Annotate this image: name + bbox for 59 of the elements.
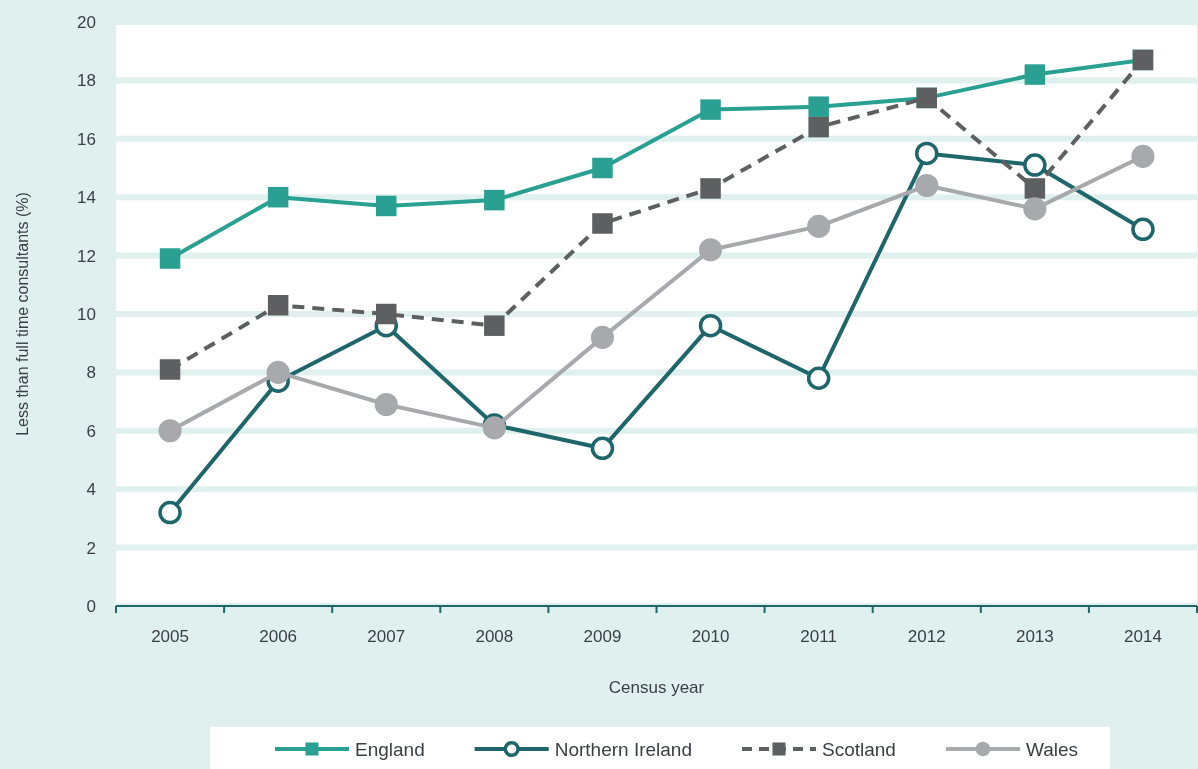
point [266,360,290,384]
x-tick-label: 2006 [259,626,298,646]
point [1024,64,1046,85]
point [592,157,613,179]
x-tick-label: 2008 [475,626,514,646]
x-tick-label: 2010 [691,626,730,646]
point [158,419,182,443]
point [374,392,398,417]
point [698,313,723,338]
y-tick-label: 20 [77,12,96,32]
y-tick-label: 12 [77,246,96,266]
x-tick-label: 2007 [367,626,406,646]
point [1024,178,1046,199]
point [700,178,721,199]
legend-label: Wales [1025,738,1079,760]
y-axis-title: Less than full time consultants (%) [13,192,31,436]
point [376,195,397,217]
x-tick-label: 2014 [1124,626,1162,646]
y-tick-label: 14 [77,188,96,208]
point [700,99,721,120]
point [808,96,829,117]
y-tick-label: 18 [77,71,96,91]
point [1023,197,1047,221]
point [376,303,397,325]
point [807,214,831,238]
point [158,500,182,525]
y-tick-label: 2 [86,538,96,558]
legend-label: England [354,738,425,760]
legend-label: Scotland [822,738,896,760]
point [484,315,505,336]
y-tick-label: 8 [86,363,96,383]
y-tick-label: 6 [86,421,96,441]
point [590,325,615,349]
point [1023,153,1047,177]
point [914,141,939,166]
x-tick-label: 2009 [583,626,622,646]
point [915,173,939,198]
x-tick-label: 2005 [151,626,189,646]
y-tick-label: 4 [86,480,96,500]
point [806,366,831,390]
x-tick-label: 2011 [800,626,837,646]
point [267,294,289,316]
point [808,116,829,138]
point [159,359,181,380]
point [484,189,505,211]
x-tick-label: 2013 [1015,626,1054,646]
point [698,238,723,262]
y-tick-label: 16 [77,129,96,149]
point [1131,217,1155,242]
x-tick-label: 2012 [907,626,946,646]
point [267,186,289,208]
point [592,213,613,234]
point [159,248,181,269]
y-tick-label: 0 [86,596,96,616]
point [590,436,615,461]
y-tick-label: 10 [77,304,96,324]
legend-label: Northern Ireland [554,738,692,760]
x-axis-title: Census year [608,677,705,697]
point [1131,144,1155,168]
